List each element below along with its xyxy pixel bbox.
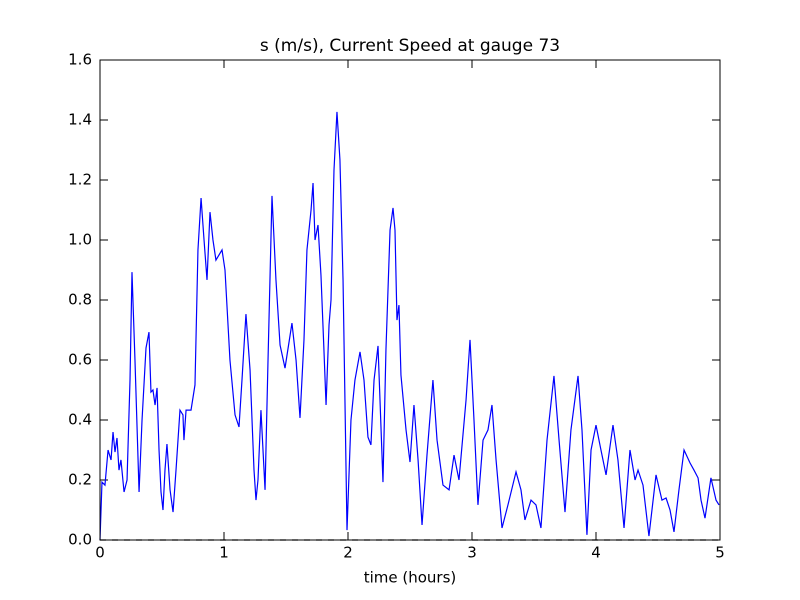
y-tick-label: 0.8 — [68, 291, 92, 309]
y-tick-label: 1.6 — [68, 51, 92, 69]
y-tick-label: 0.6 — [68, 351, 92, 369]
x-axis-label: time (hours) — [364, 569, 457, 587]
x-tick-label: 5 — [715, 544, 725, 562]
x-tick-label: 4 — [591, 544, 601, 562]
x-tick-label: 3 — [467, 544, 477, 562]
y-tick-label: 0.0 — [68, 531, 92, 549]
y-tick-label: 0.2 — [68, 471, 92, 489]
data-line — [99, 111, 720, 541]
x-tick-label: 2 — [343, 544, 353, 562]
plot-frame — [99, 59, 721, 541]
x-tick-label: 1 — [219, 544, 229, 562]
y-tick-label: 0.4 — [68, 411, 92, 429]
y-tick-label: 1.0 — [68, 231, 92, 249]
x-tick-label: 0 — [95, 544, 105, 562]
chart-title: s (m/s), Current Speed at gauge 73 — [260, 36, 560, 56]
y-tick-label: 1.4 — [68, 111, 92, 129]
y-tick-label: 1.2 — [68, 171, 92, 189]
